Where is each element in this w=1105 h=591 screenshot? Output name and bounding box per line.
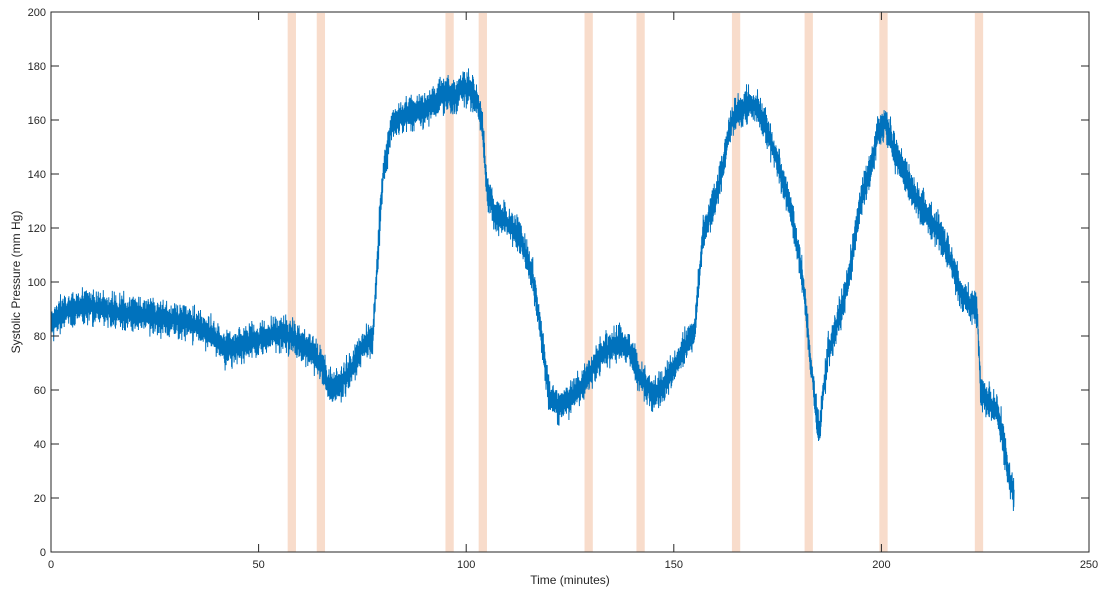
highlight-band-4: [478, 13, 487, 552]
highlight-band-5: [584, 13, 593, 552]
highlight-bands: [287, 13, 984, 552]
series-layer: [50, 68, 1015, 512]
y-tick-label: 180: [28, 61, 46, 73]
y-axis-label: Systolic Pressure (mm Hg): [9, 211, 23, 354]
y-tick-label: 100: [28, 277, 46, 289]
ticks: 0 50 100 150 200 250 0 20 40 60 80 100 120 140 160 180 2…: [28, 7, 1099, 571]
highlight-band-10: [974, 13, 984, 552]
series-line: [50, 68, 1015, 512]
highlight-band-6: [636, 13, 645, 552]
x-axis-label: Time (minutes): [530, 573, 610, 587]
x-tick-label: 100: [457, 559, 475, 571]
x-tick-label: 200: [872, 559, 890, 571]
y-tick-label: 140: [28, 169, 46, 181]
highlight-band-3: [445, 13, 454, 552]
highlight-band-9: [879, 13, 888, 552]
y-tick-label: 120: [28, 223, 46, 235]
y-tick-label: 0: [40, 547, 46, 559]
y-tick-label: 200: [28, 7, 46, 19]
highlight-band-7: [731, 13, 741, 552]
y-tick-label: 80: [34, 331, 46, 343]
y-tick-label: 40: [34, 439, 46, 451]
highlight-band-8: [804, 13, 813, 552]
x-tick-label: 0: [48, 559, 54, 571]
y-tick-label: 60: [34, 385, 46, 397]
y-tick-label: 160: [28, 115, 46, 127]
highlight-band-2: [316, 13, 326, 552]
plot-frame: [50, 11, 1090, 553]
x-tick-label: 250: [1080, 559, 1098, 571]
highlight-band-1: [287, 13, 296, 552]
y-tick-label: 20: [34, 493, 46, 505]
x-tick-label: 150: [665, 559, 683, 571]
x-tick-label: 50: [252, 559, 264, 571]
